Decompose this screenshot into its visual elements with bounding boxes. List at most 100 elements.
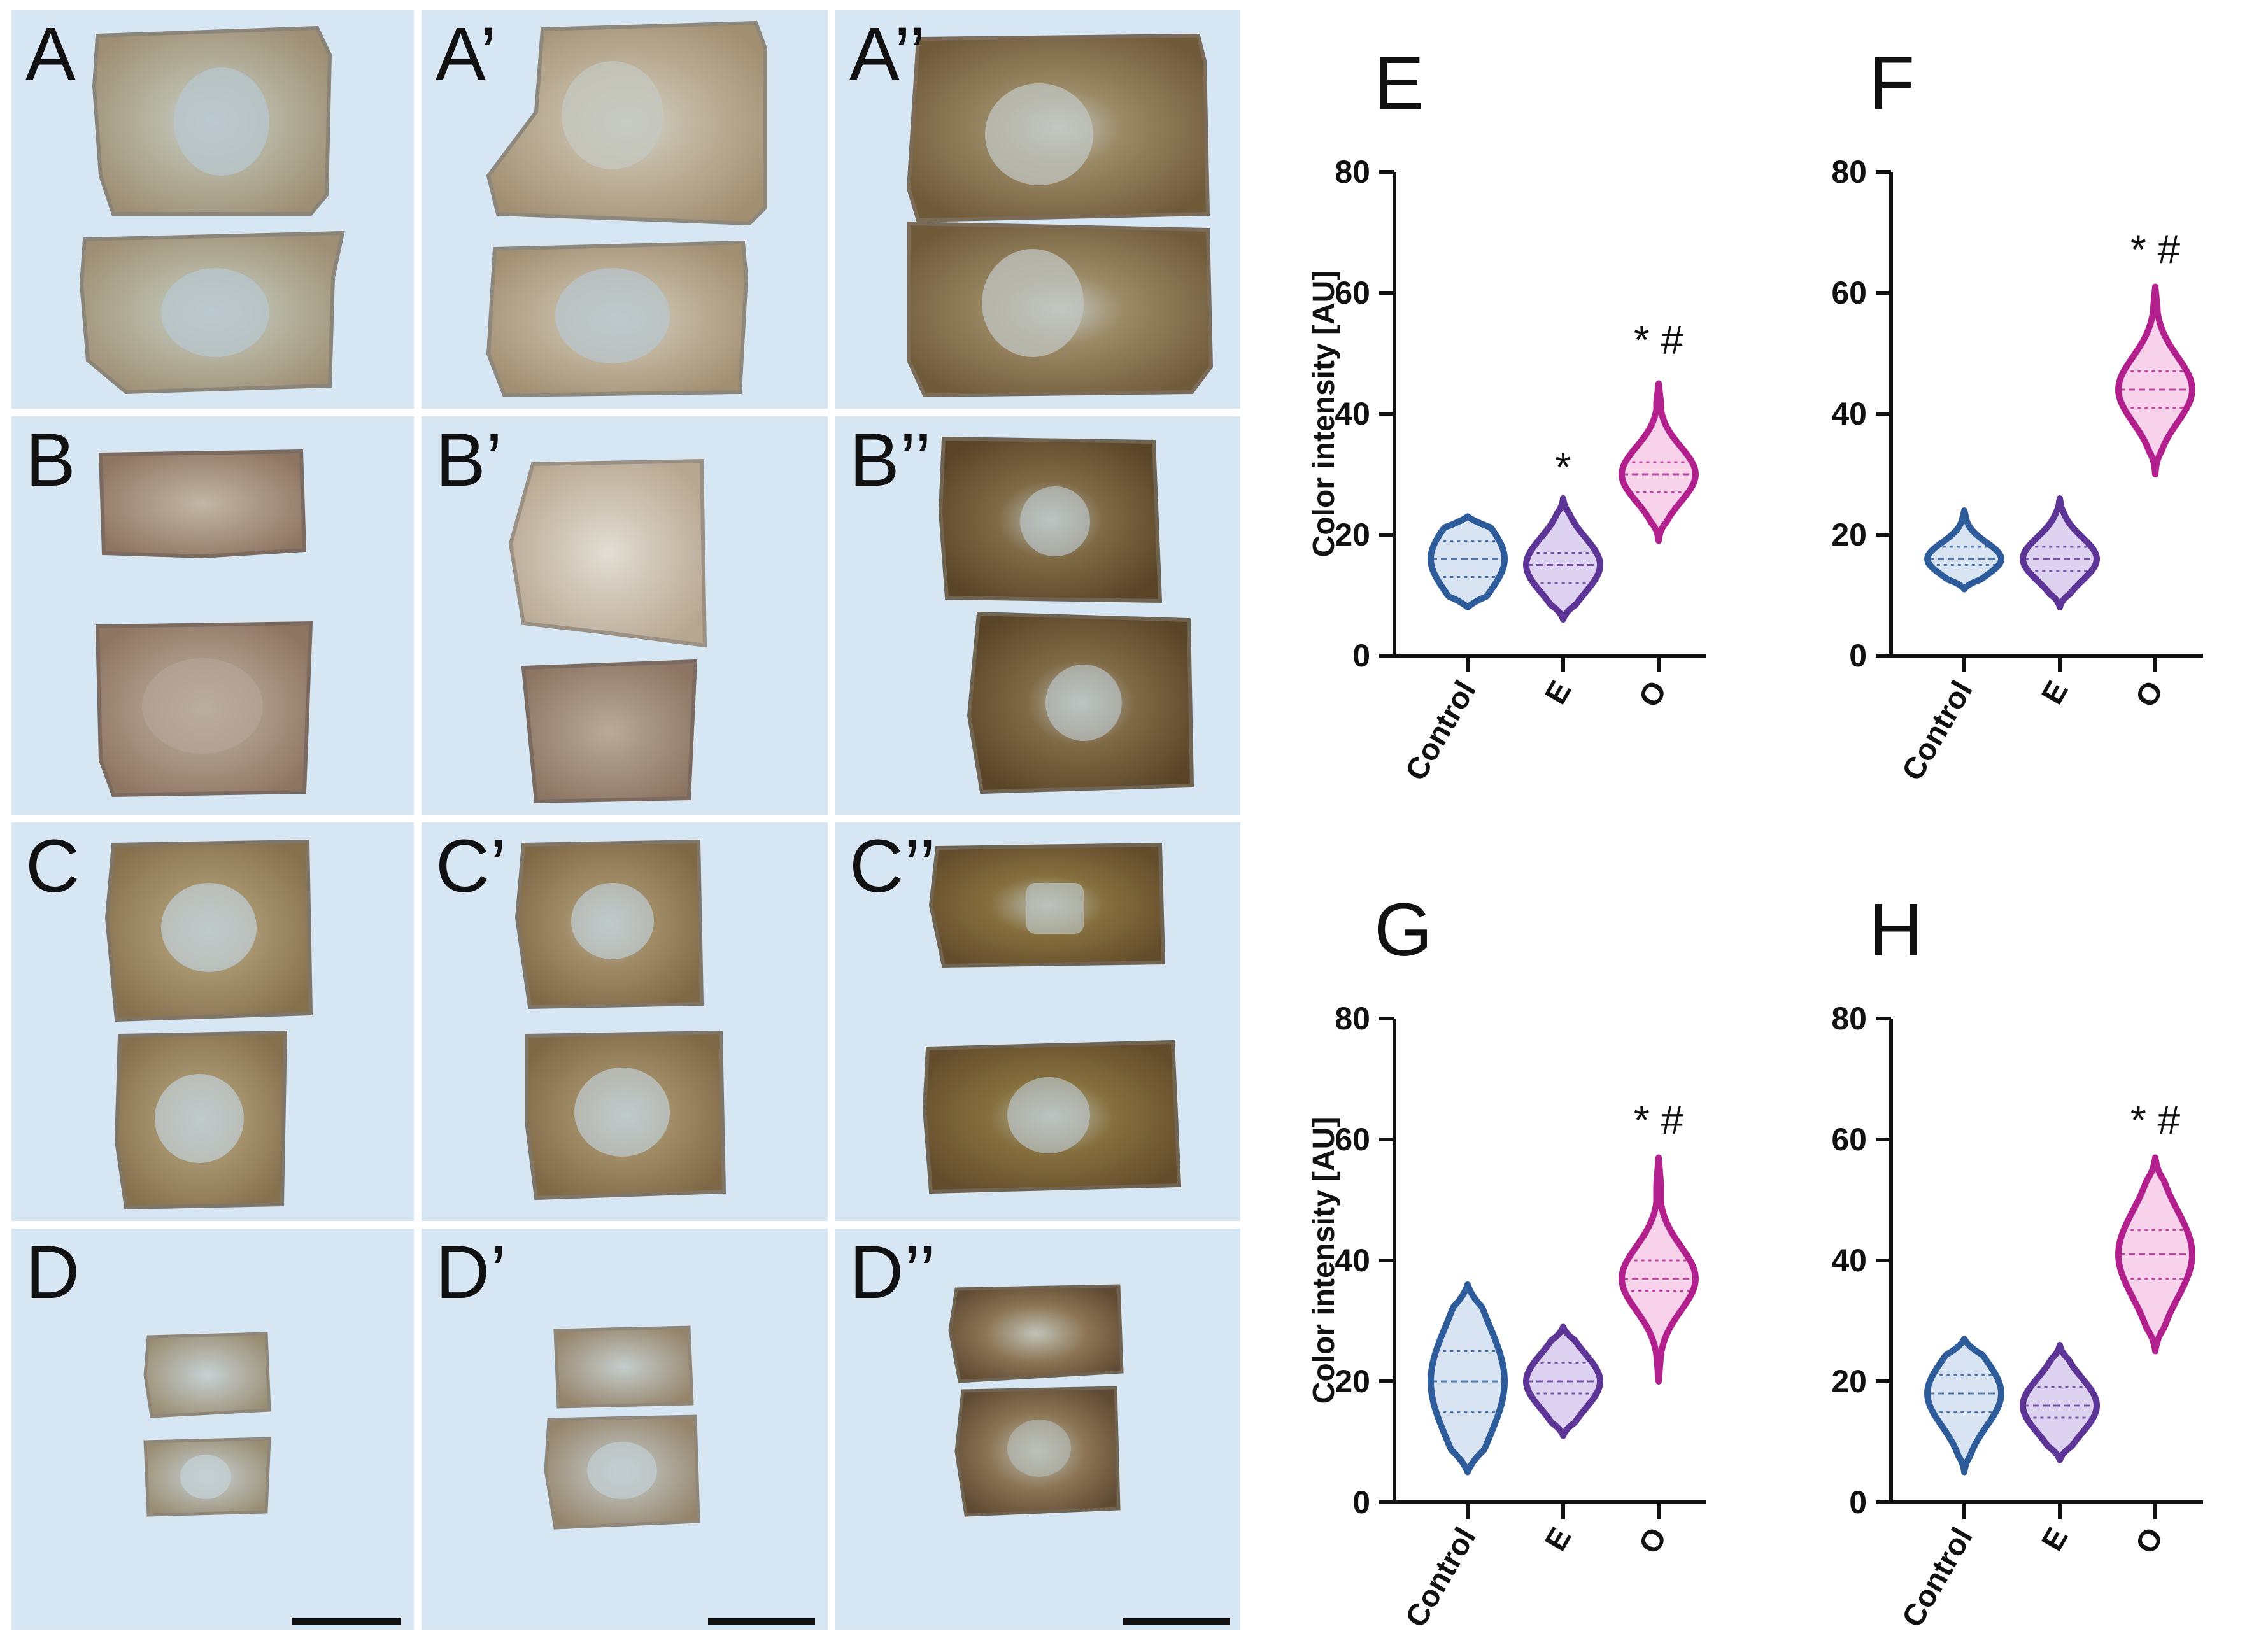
micrograph-panel-a: A	[11, 10, 414, 409]
x-tick-label: Control	[1896, 1522, 1979, 1633]
y-tick-label: 40	[1831, 396, 1867, 432]
y-tick-label: 0	[1849, 638, 1867, 673]
violin-e	[2020, 495, 2100, 610]
cell-drawing	[948, 1284, 1124, 1517]
cell-drawing	[486, 20, 767, 398]
significance-mark: *	[1556, 444, 1571, 490]
cell-nucleus	[1007, 1420, 1071, 1477]
cell-drawing	[938, 436, 1194, 794]
violin-chart-f: 0 20 40 60 80 Control E O * #	[1831, 154, 2203, 786]
violin-control	[1924, 1336, 2004, 1476]
cell-nucleus	[180, 1455, 231, 1499]
y-tick-label: 20	[1335, 1364, 1370, 1399]
cell-nucleus	[1007, 1077, 1090, 1153]
cell-nucleus	[574, 1068, 670, 1157]
micrograph-panel-a-prime: A’	[422, 10, 828, 409]
y-tick-label: 20	[1335, 517, 1370, 553]
x-tick-label: E	[2036, 1522, 2075, 1556]
y-tick-label: 20	[1831, 1364, 1867, 1399]
cell-drawing	[104, 839, 313, 1210]
panel-label: B	[25, 418, 76, 502]
cell-nucleus	[161, 268, 269, 357]
cell-drawing	[906, 33, 1214, 398]
scale-bar	[708, 1618, 815, 1625]
violin-chart-h: 0 20 40 60 80 Control E O * #	[1831, 1001, 2203, 1633]
y-tick-label: 40	[1335, 1243, 1370, 1278]
violin-e	[2020, 1342, 2100, 1463]
x-tick-label: E	[2036, 675, 2075, 710]
micrograph-panel-c-prime: C’	[422, 822, 828, 1221]
cell-nucleus	[571, 883, 654, 959]
cell-drawing	[79, 25, 345, 395]
violin-control	[1924, 507, 2004, 593]
y-tick-label: 80	[1831, 154, 1867, 190]
significance-mark: * #	[2130, 227, 2181, 272]
violin-o	[1619, 1154, 1699, 1385]
panel-label: A’	[436, 12, 497, 96]
chart-panel-label: F	[1869, 41, 1915, 125]
cell-drawing	[922, 842, 1182, 1194]
panel-label: A	[25, 12, 76, 96]
micrograph-panel-c: C	[11, 822, 414, 1221]
panel-label: B’	[436, 418, 502, 502]
cell-drawing	[143, 1332, 271, 1517]
micrograph-panel-b-prime: B’	[422, 416, 828, 815]
cell-drawing	[544, 1325, 700, 1530]
cell-nucleus	[155, 1074, 244, 1163]
violin-control	[1428, 513, 1508, 610]
violin-chart-g: 0 20 40 60 80 Color intensity [AU] Control E O * …	[1307, 1001, 1706, 1633]
cell-nucleus	[562, 61, 663, 169]
cell-nucleus	[1020, 486, 1090, 556]
scale-bar	[292, 1618, 401, 1625]
violin-o	[1619, 380, 1699, 544]
y-tick-label: 0	[1352, 1484, 1370, 1520]
chart-panel-label: G	[1374, 888, 1433, 972]
chart-panel-label: H	[1869, 888, 1924, 972]
panel-label: A’’	[849, 12, 926, 96]
x-tick-label: O	[2129, 1522, 2171, 1560]
micrograph-panel-b-double-prime: B’’	[835, 416, 1240, 815]
micrograph-panel-d: D	[11, 1229, 414, 1630]
panel-label: B’’	[849, 418, 932, 502]
micrograph-panel-c-double-prime: C’’	[835, 822, 1240, 1221]
x-tick-label: O	[2129, 675, 2171, 713]
y-tick-label: 40	[1831, 1243, 1867, 1278]
violin-control	[1428, 1281, 1508, 1476]
y-tick-label: 80	[1335, 1001, 1370, 1036]
x-tick-label: O	[1633, 675, 1674, 713]
micrograph-panel-d-double-prime: D’’	[835, 1229, 1240, 1630]
significance-mark: * #	[1634, 1097, 1684, 1143]
x-tick-label: O	[1633, 1522, 1674, 1560]
panel-label: D’	[436, 1230, 507, 1315]
cell-nucleus	[587, 1442, 657, 1499]
cell-upper	[143, 1332, 271, 1418]
panel-label: C’	[436, 824, 507, 908]
y-tick-label: 80	[1335, 154, 1370, 190]
x-tick-label: Control	[1399, 1522, 1482, 1633]
y-tick-label: 60	[1831, 1122, 1867, 1157]
cell-upper	[508, 458, 707, 648]
cell-nucleus	[555, 268, 670, 363]
cell-nucleus	[982, 249, 1084, 357]
micrograph-panel-b: B	[11, 416, 414, 815]
significance-mark: * #	[2130, 1097, 2181, 1143]
panel-label: D’’	[849, 1230, 936, 1315]
y-tick-label: 0	[1352, 638, 1370, 673]
x-tick-label: E	[1539, 675, 1578, 710]
x-tick-label: E	[1539, 1522, 1578, 1556]
cell-nucleus	[174, 67, 269, 176]
y-tick-label: 20	[1831, 517, 1867, 553]
y-tick-label: 80	[1831, 1001, 1867, 1036]
cell-drawing	[514, 839, 726, 1201]
y-tick-label: 0	[1849, 1484, 1867, 1520]
y-axis-label: Color intensity [AU]	[1307, 271, 1341, 558]
y-axis-label: Color intensity [AU]	[1307, 1117, 1341, 1404]
cell-nucleus	[1045, 665, 1122, 741]
cell-drawing	[508, 458, 707, 804]
cell-nucleus	[1026, 883, 1084, 934]
cell-upper	[98, 449, 307, 559]
y-tick-label: 60	[1831, 275, 1867, 311]
cell-nucleus	[985, 83, 1093, 185]
y-tick-label: 40	[1335, 396, 1370, 432]
cell-lower	[521, 659, 698, 804]
